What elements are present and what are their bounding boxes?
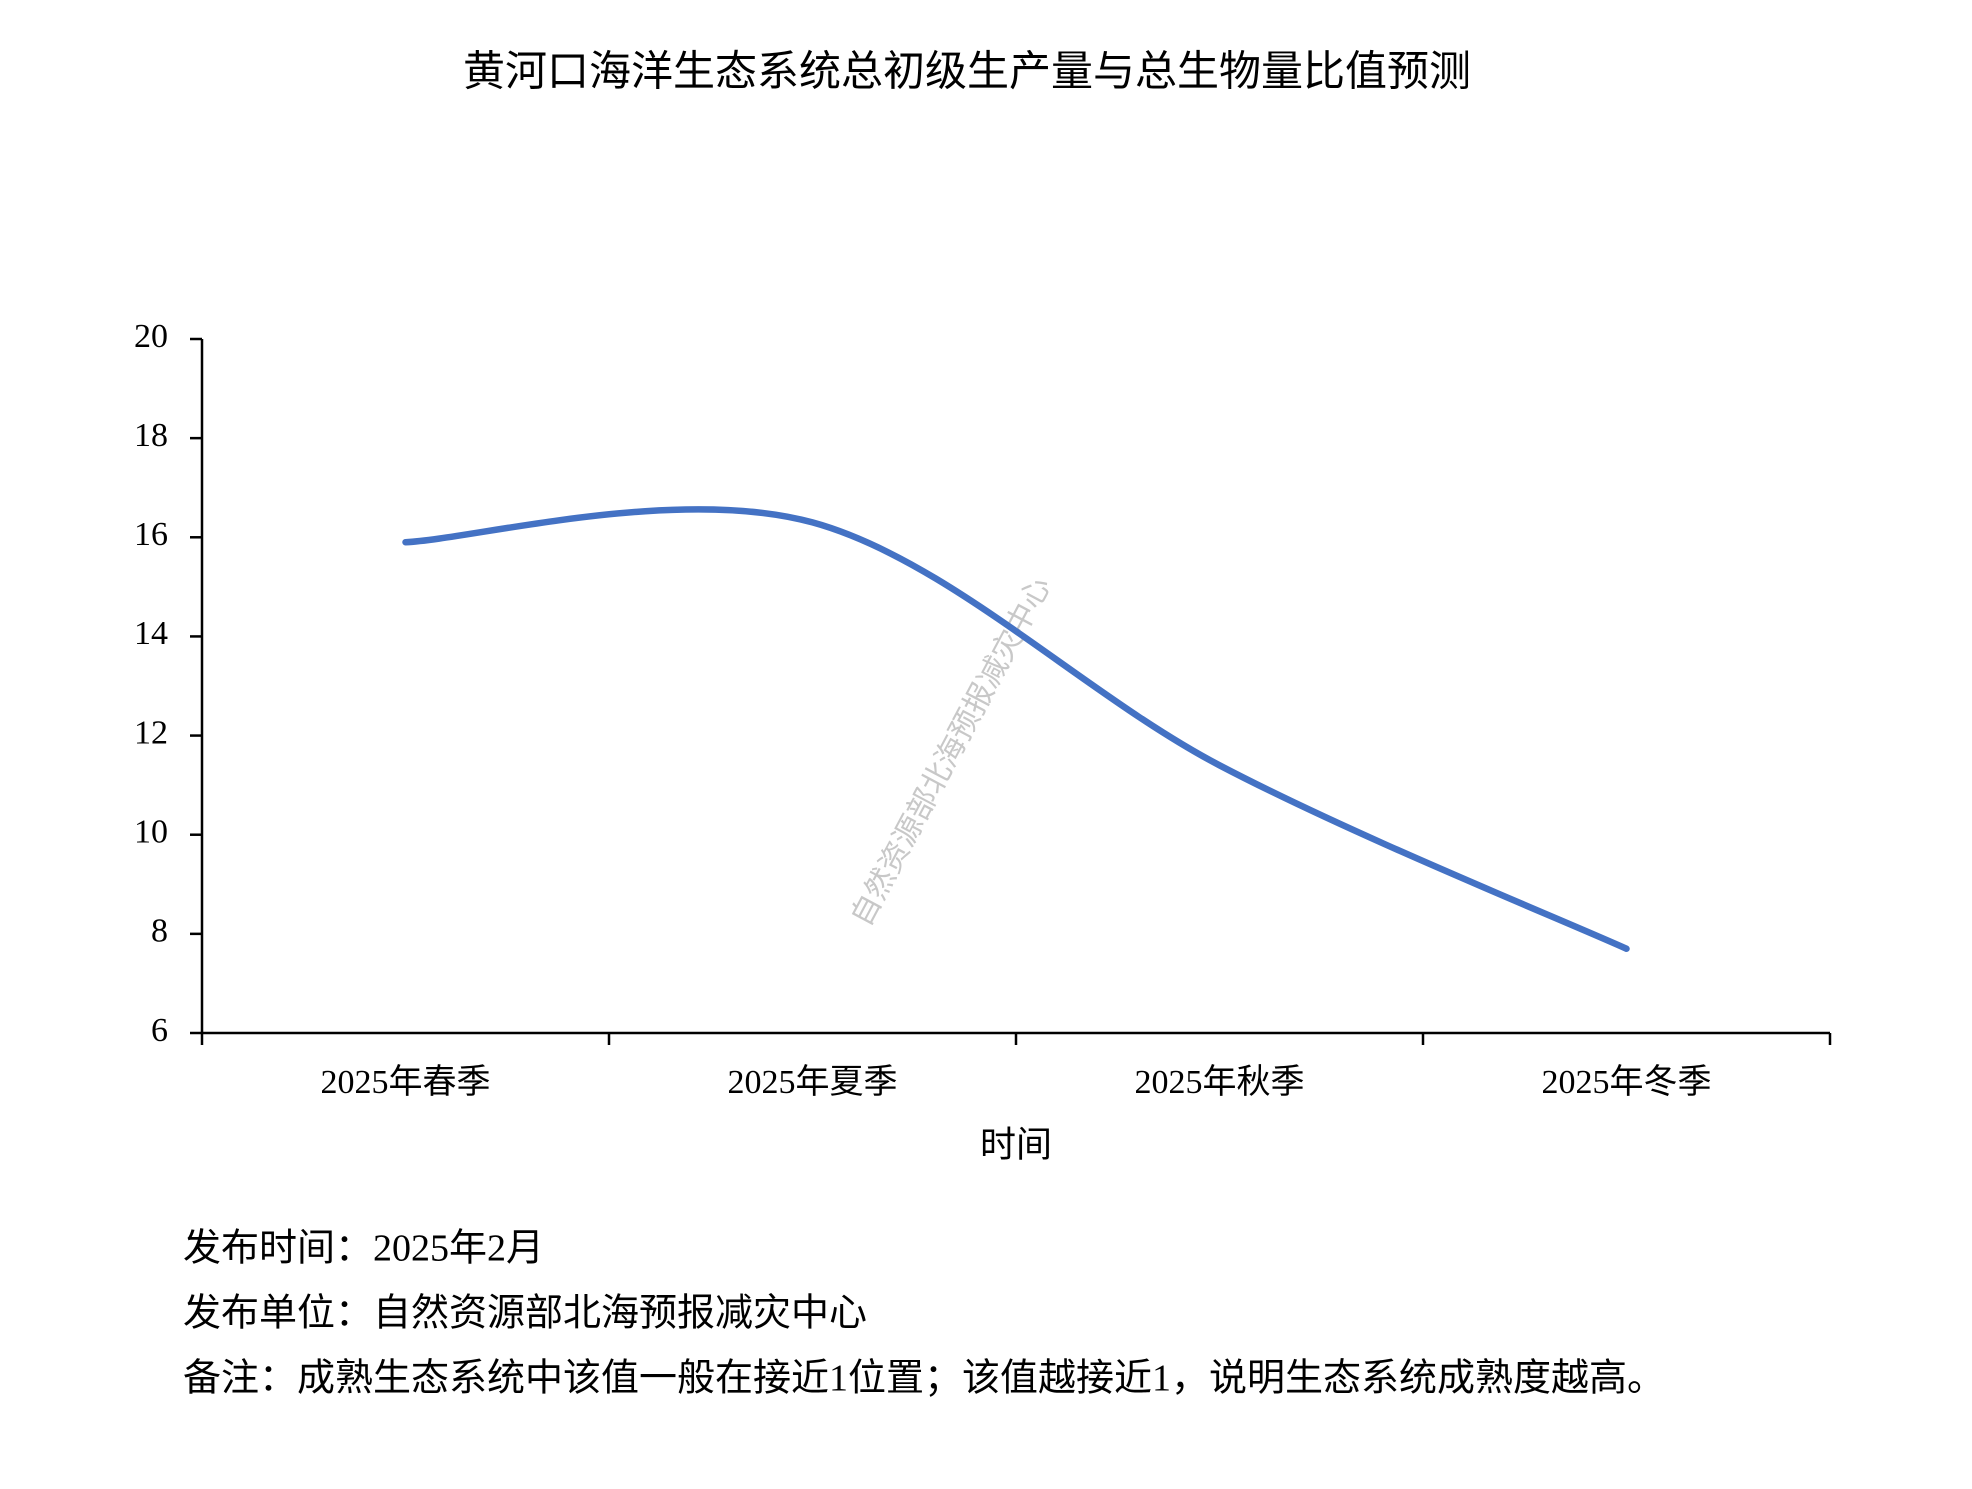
y-tick-label: 20: [134, 318, 168, 355]
y-tick-label: 10: [134, 814, 168, 851]
x-tick-label: 2025年冬季: [1542, 1063, 1712, 1101]
y-tick-label: 6: [151, 1012, 168, 1049]
chart-title: 黄河口海洋生态系统总初级生产量与总生物量比值预测: [463, 50, 1471, 96]
x-tick-label: 2025年春季: [321, 1063, 491, 1101]
line: [402, 506, 1630, 952]
note: 发布时间：2025年2月: [183, 1228, 544, 1270]
y-tick-label: 18: [134, 417, 168, 454]
y-tick-label: 8: [151, 913, 168, 950]
note: 备注：成熟生态系统中该值一般在接近1位置；该值越接近1，说明生态系统成熟度越高。: [183, 1358, 1665, 1400]
watermark: 自然资源部北海预报减灾中心: [845, 572, 1057, 932]
x-tick-label: 2025年夏季: [728, 1063, 898, 1101]
x-tick-label: 2025年秋季: [1135, 1063, 1305, 1101]
y-tick-label: 12: [134, 714, 168, 751]
y-tick-label: 16: [134, 516, 168, 553]
x-axis-label: 时间: [980, 1124, 1052, 1164]
y-tick-label: 14: [134, 615, 168, 652]
note: 发布单位：自然资源部北海预报减灾中心: [183, 1293, 867, 1335]
